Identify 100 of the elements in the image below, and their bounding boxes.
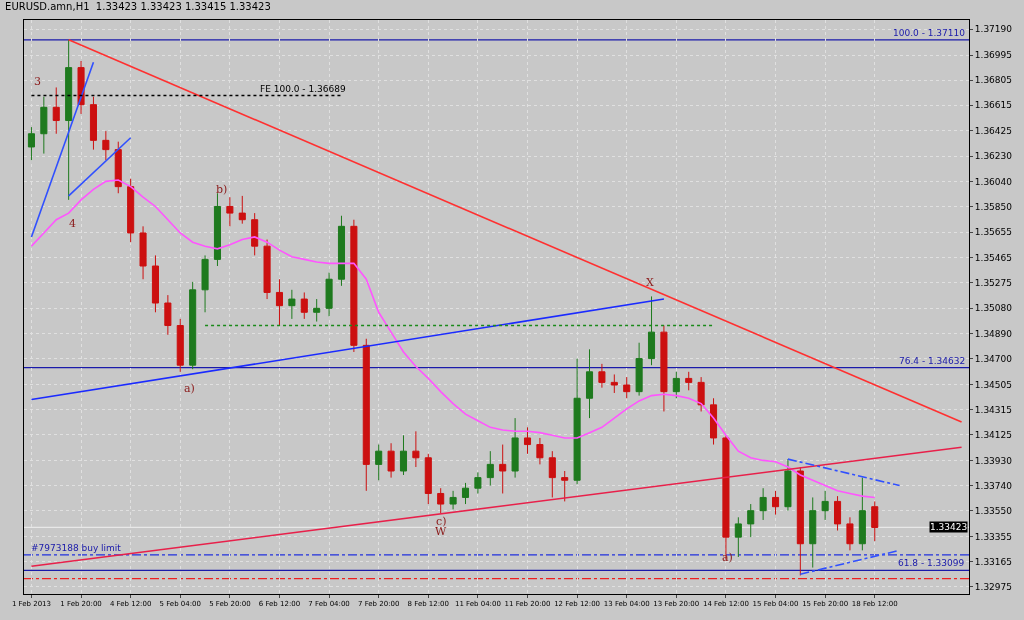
- candlestick: [139, 225, 147, 280]
- candlestick: [635, 342, 643, 397]
- candlestick: [660, 325, 668, 412]
- candlestick: [772, 490, 780, 516]
- candlestick: [747, 503, 755, 538]
- annotation: b): [216, 183, 228, 196]
- candlestick: [114, 141, 122, 194]
- y-tick-label: 1.35080: [974, 303, 1013, 314]
- candlestick: [573, 358, 581, 485]
- candlestick: [672, 371, 680, 399]
- annotation: c): [436, 515, 447, 528]
- y-tick-label: 1.34700: [974, 353, 1013, 364]
- candlestick: [102, 130, 110, 161]
- candlestick: [164, 294, 172, 336]
- y-tick-label: 1.33165: [974, 556, 1013, 567]
- candlestick: [846, 516, 854, 551]
- candlestick: [449, 490, 457, 510]
- candlestick: [536, 437, 544, 465]
- y-tick-label: 1.35655: [974, 227, 1013, 238]
- annotation: 4: [69, 217, 76, 230]
- candlestick: [610, 373, 618, 394]
- candlestick: [437, 487, 445, 514]
- candlestick: [375, 444, 383, 481]
- candlestick: [809, 496, 817, 569]
- line-series: [30, 179, 876, 499]
- y-tick-label: 1.37190: [974, 24, 1013, 35]
- candlestick: [399, 434, 408, 476]
- candlestick: [598, 363, 606, 389]
- candlestick: [27, 126, 35, 161]
- y-tick-label: 1.36230: [974, 151, 1013, 162]
- candlestick: [697, 376, 705, 412]
- y-tick-label: 1.33355: [974, 531, 1013, 542]
- annotation: #7973188 buy limit: [31, 543, 122, 553]
- candlestick: [871, 500, 879, 542]
- y-tick-label: 1.34315: [974, 404, 1013, 415]
- candlestick: [337, 215, 346, 287]
- y-tick-label: 1.33930: [974, 455, 1013, 466]
- candlestick: [189, 281, 197, 370]
- candlestick: [734, 516, 742, 558]
- candlestick: [40, 96, 48, 155]
- candlestick: [759, 487, 767, 521]
- annotation: a): [722, 551, 733, 564]
- y-tick-label: 1.34890: [974, 328, 1013, 339]
- annotation: 61.8 - 1.33099: [898, 558, 965, 568]
- candlestick: [151, 254, 159, 313]
- candlestick: [263, 239, 271, 300]
- candlestick: [858, 477, 866, 551]
- annotation: X: [646, 276, 654, 289]
- candlestick: [275, 278, 284, 327]
- y-tick-label: 1.36995: [974, 50, 1013, 61]
- y-tick-label: 1.36615: [974, 100, 1013, 111]
- annotation: FE 100.0 - 1.36689: [260, 84, 346, 94]
- annotation: a): [184, 382, 195, 395]
- candlestick: [722, 434, 730, 561]
- candlestick: [561, 470, 569, 502]
- y-tick-label: 1.35850: [974, 201, 1013, 212]
- y-tick-label: 1.33740: [974, 480, 1013, 491]
- y-tick-label: 1.35465: [974, 252, 1013, 263]
- candlestick: [511, 417, 519, 479]
- candlestick: [424, 453, 432, 505]
- candlestick: [325, 272, 333, 317]
- candlestick: [486, 450, 494, 487]
- candlestick: [201, 254, 209, 313]
- candlestick: [288, 289, 296, 320]
- y-tick-label: 1.32975: [974, 581, 1013, 592]
- annotation: 100.0 - 1.37110: [893, 28, 966, 38]
- ref-line-label: 1.33423: [930, 522, 968, 532]
- y-tick-label: 1.33550: [974, 505, 1013, 516]
- annotation: 76.4 - 1.34632: [899, 356, 966, 366]
- candlestick: [784, 458, 792, 512]
- y-tick-label: 1.36425: [974, 125, 1013, 136]
- candlestick: [461, 482, 470, 505]
- y-tick-label: 1.34125: [974, 429, 1013, 440]
- candlestick: [362, 338, 370, 492]
- candlestick: [474, 471, 482, 494]
- y-tick-label: 1.36805: [974, 75, 1013, 86]
- candlestick: [238, 195, 246, 225]
- chart-title: EURUSD.amn,H1 1.33423 1.33423 1.33415 1.33423: [5, 1, 271, 13]
- candlestick: [796, 466, 804, 576]
- candlestick: [412, 430, 420, 468]
- candlestick: [52, 86, 60, 135]
- candlestick: [709, 397, 718, 446]
- candlestick: [523, 426, 532, 455]
- candlestick: [585, 348, 594, 419]
- y-tick-label: 1.35275: [974, 277, 1013, 288]
- candlestick: [821, 490, 829, 521]
- annotation: 3: [34, 75, 41, 88]
- candlestick: [89, 96, 97, 151]
- candlestick: [647, 295, 656, 366]
- candlestick: [176, 318, 184, 373]
- candlestick: [548, 450, 556, 498]
- candlestick: [65, 39, 73, 201]
- candlestick: [300, 291, 308, 320]
- y-tick-label: 1.34505: [974, 379, 1013, 390]
- candlestick: [834, 495, 842, 532]
- candlestick: [350, 219, 358, 353]
- candlestick: [387, 442, 395, 479]
- candlestick: [685, 371, 693, 391]
- y-tick-label: 1.36040: [974, 176, 1013, 187]
- candlestick: [127, 178, 135, 243]
